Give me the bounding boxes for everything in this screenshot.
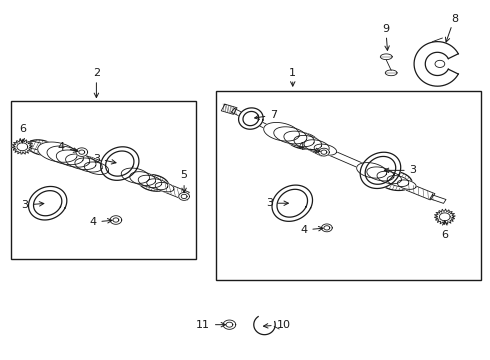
Polygon shape — [414, 42, 458, 86]
Polygon shape — [314, 144, 337, 155]
Polygon shape — [223, 320, 236, 329]
Polygon shape — [321, 224, 332, 232]
Polygon shape — [121, 168, 149, 183]
Polygon shape — [110, 216, 122, 224]
Polygon shape — [272, 185, 313, 221]
Polygon shape — [284, 131, 314, 147]
Polygon shape — [12, 139, 33, 154]
Polygon shape — [84, 157, 133, 180]
Polygon shape — [84, 162, 109, 175]
Polygon shape — [304, 140, 329, 152]
Text: 3: 3 — [266, 198, 289, 208]
Polygon shape — [318, 148, 329, 156]
Polygon shape — [163, 184, 189, 200]
Polygon shape — [28, 141, 41, 150]
Polygon shape — [387, 176, 409, 186]
Text: 6: 6 — [441, 221, 448, 240]
Polygon shape — [264, 122, 299, 141]
Polygon shape — [221, 104, 237, 114]
Text: 8: 8 — [451, 14, 458, 23]
Polygon shape — [38, 142, 77, 162]
Polygon shape — [23, 141, 32, 147]
Polygon shape — [378, 171, 412, 190]
Polygon shape — [56, 150, 90, 167]
Text: 3: 3 — [93, 154, 116, 164]
Polygon shape — [360, 152, 401, 189]
Text: 2: 2 — [93, 68, 100, 78]
Text: 4: 4 — [300, 225, 323, 235]
Text: 10: 10 — [264, 320, 291, 330]
Circle shape — [435, 60, 445, 67]
Text: 3: 3 — [384, 165, 416, 175]
Polygon shape — [130, 172, 156, 185]
Polygon shape — [100, 147, 139, 180]
Bar — [11, 102, 196, 258]
Text: 6: 6 — [19, 124, 26, 143]
Text: 9: 9 — [383, 24, 390, 34]
Polygon shape — [406, 184, 435, 200]
Polygon shape — [138, 175, 169, 191]
Text: 11: 11 — [196, 320, 225, 330]
Polygon shape — [75, 158, 102, 172]
Polygon shape — [430, 195, 446, 203]
Polygon shape — [274, 127, 307, 144]
Text: 5: 5 — [181, 170, 188, 193]
Polygon shape — [385, 70, 397, 76]
Polygon shape — [315, 144, 369, 171]
Polygon shape — [377, 171, 401, 184]
Polygon shape — [367, 167, 394, 181]
Text: 4: 4 — [297, 142, 320, 153]
Polygon shape — [47, 146, 83, 165]
Polygon shape — [380, 54, 392, 60]
Polygon shape — [27, 140, 55, 155]
Text: 3: 3 — [21, 200, 44, 210]
Text: 4: 4 — [89, 217, 112, 227]
Polygon shape — [435, 209, 455, 224]
Polygon shape — [357, 163, 387, 178]
Polygon shape — [239, 108, 263, 129]
Polygon shape — [28, 186, 67, 220]
Polygon shape — [155, 183, 174, 192]
Polygon shape — [397, 180, 416, 189]
Polygon shape — [294, 135, 322, 149]
Polygon shape — [138, 175, 162, 188]
Polygon shape — [179, 193, 190, 201]
Text: 7: 7 — [255, 110, 277, 120]
Polygon shape — [76, 148, 88, 157]
Polygon shape — [287, 132, 318, 149]
Polygon shape — [66, 154, 96, 170]
Polygon shape — [147, 179, 168, 190]
Bar — [216, 91, 481, 280]
Text: 1: 1 — [289, 68, 296, 78]
Text: 4: 4 — [58, 142, 78, 152]
Polygon shape — [231, 109, 324, 156]
